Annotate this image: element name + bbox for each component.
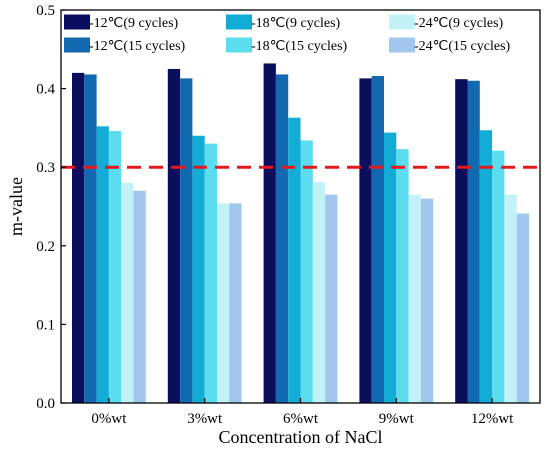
bar [263, 63, 276, 403]
legend-swatch [226, 14, 252, 30]
bar [408, 194, 421, 403]
bar [420, 198, 434, 403]
bar [384, 132, 397, 403]
x-tick-label: 12%wt [471, 411, 514, 427]
y-tick-label: 0.2 [36, 239, 55, 255]
bar [312, 182, 326, 403]
bar [217, 203, 230, 403]
bar [467, 80, 480, 404]
bar [229, 203, 242, 403]
bar [192, 135, 205, 403]
bars-group [72, 63, 529, 404]
y-tick-label: 0.3 [36, 160, 55, 176]
bar [504, 194, 517, 403]
y-axis-ticks: 0.0 0.1 0.2 0.3 0.4 0.5 [36, 3, 66, 412]
x-tick-label: 6%wt [283, 411, 319, 427]
bar [479, 130, 493, 403]
y-tick-label: 0.0 [36, 396, 55, 412]
bar [396, 149, 409, 403]
legend-label: -18℃(15 cycles) [251, 39, 348, 54]
bar [288, 117, 301, 404]
bar [325, 194, 338, 403]
bar [300, 140, 313, 404]
legend-label: -24℃(15 cycles) [414, 39, 511, 54]
bar [96, 126, 109, 403]
y-tick-label: 0.5 [36, 3, 55, 19]
legend-label: -24℃(9 cycles) [414, 16, 504, 31]
bar [180, 78, 193, 403]
legend-swatch [389, 14, 415, 30]
legend-swatch [64, 37, 90, 53]
bar [72, 72, 85, 403]
x-tick-label: 9%wt [379, 411, 415, 427]
bar [167, 68, 181, 403]
legend-label: -12℃(15 cycles) [89, 39, 186, 54]
bar [371, 76, 384, 404]
legend-label: -12℃(9 cycles) [89, 16, 179, 31]
bar [108, 131, 122, 404]
x-axis-ticks: 0%wt 3%wt 6%wt 9%wt 12%wt [91, 398, 514, 427]
bar [121, 182, 134, 403]
y-tick-label: 0.1 [36, 317, 55, 333]
bar [275, 74, 289, 403]
x-tick-label: 3%wt [187, 411, 223, 427]
y-axis-title: m-value [6, 177, 26, 236]
bar [455, 79, 468, 404]
bar [204, 143, 217, 403]
bar [492, 150, 505, 403]
x-axis-title: Concentration of NaCl [219, 427, 383, 447]
legend-swatch [389, 37, 415, 53]
legend-label: -18℃(9 cycles) [251, 16, 341, 31]
legend-swatch [64, 14, 90, 30]
x-tick-label: 0%wt [91, 411, 127, 427]
legend-swatch [226, 37, 252, 53]
legend: -12℃(9 cycles) -12℃(15 cycles) -18℃(9 cycl… [64, 14, 511, 54]
y-tick-label: 0.4 [36, 82, 55, 98]
bar [359, 78, 372, 403]
bar [133, 190, 146, 403]
bar [516, 213, 529, 403]
bar [84, 74, 97, 403]
